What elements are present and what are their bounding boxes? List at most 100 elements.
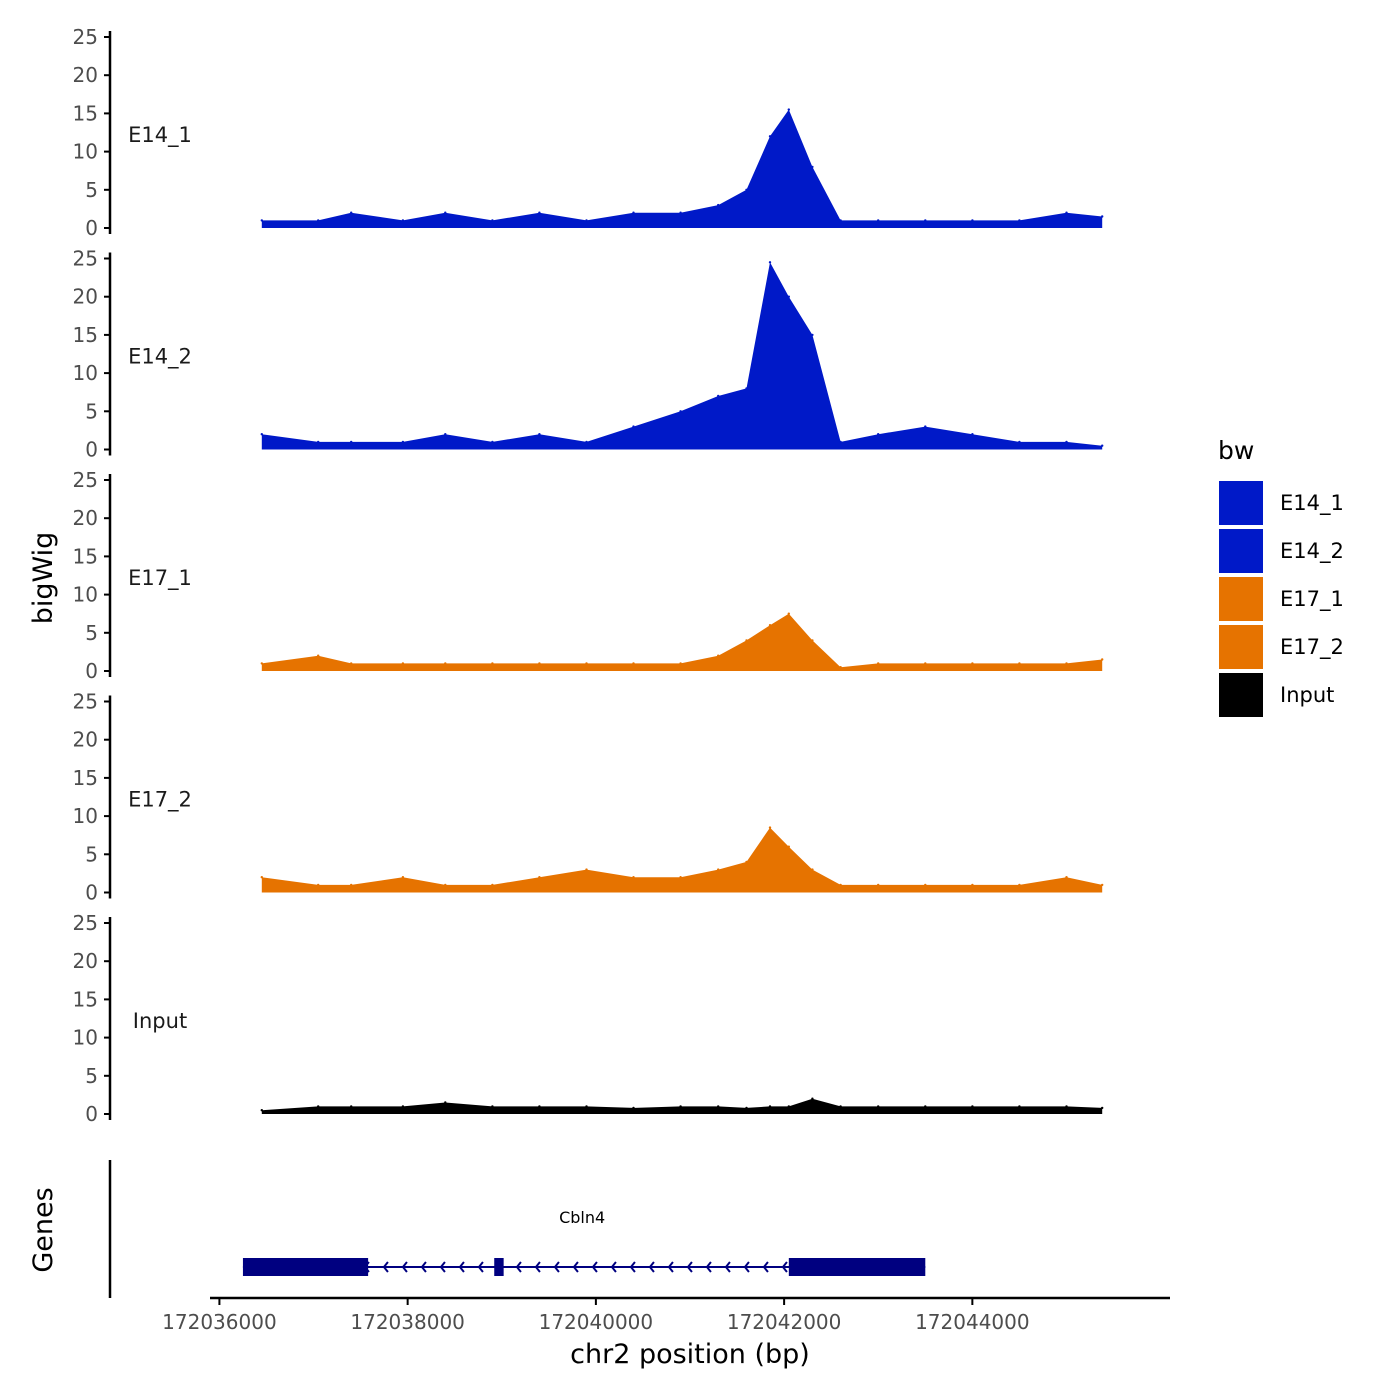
coverage-point <box>811 639 814 642</box>
coverage-point <box>679 410 682 413</box>
legend-swatch <box>1217 527 1265 575</box>
coverage-point <box>317 1105 320 1108</box>
legend-items: E14_1 E14_2 E17_1 E17_2 Input <box>1217 479 1344 719</box>
y-tick-label: 10 <box>73 583 98 607</box>
coverage-point <box>811 1097 814 1100</box>
legend-swatch <box>1217 479 1265 527</box>
coverage-point <box>768 1105 772 1108</box>
y-tick-label: 15 <box>73 544 98 568</box>
coverage-point <box>401 876 405 879</box>
legend-swatch <box>1217 671 1265 719</box>
y-tick-label: 5 <box>85 842 98 866</box>
coverage-point <box>401 219 405 222</box>
y-tick-label: 20 <box>73 285 98 309</box>
track-label: Input <box>133 1009 187 1033</box>
strand-arrow <box>553 1261 560 1273</box>
coverage-point <box>260 662 263 665</box>
coverage-point <box>444 1101 447 1104</box>
y-tick-label: 15 <box>73 323 98 347</box>
legend-title: bw <box>1218 436 1254 465</box>
coverage-point <box>585 440 588 444</box>
coverage-point <box>768 135 772 138</box>
coverage-point <box>444 211 447 214</box>
coverage-point <box>491 1105 494 1108</box>
coverage-point <box>350 1105 353 1108</box>
coverage-point <box>745 387 748 390</box>
coverage-point <box>350 883 353 887</box>
coverage-point <box>317 440 320 444</box>
strand-arrow <box>420 1261 427 1273</box>
coverage-area-e17-2 <box>261 827 1103 893</box>
gene-exon <box>242 1258 369 1276</box>
coverage-point <box>260 1109 263 1112</box>
y-tick-label: 20 <box>73 728 98 752</box>
y-axis-title: bigWig <box>28 532 59 625</box>
coverage-point <box>538 876 541 879</box>
y-tick-label: 0 <box>85 659 98 683</box>
legend-label: E17_2 <box>1280 635 1344 660</box>
y-tick-label: 25 <box>73 911 98 935</box>
coverage-tracks: 0 5 10 15 20 25 E14_1 0 5 10 15 20 25 E14_2 0 5 10 15 20 25… <box>73 25 1104 1126</box>
coverage-point <box>317 219 320 222</box>
genes-axis-title: Genes <box>28 1187 59 1272</box>
y-tick-label: 20 <box>73 949 98 973</box>
track-label: E14_2 <box>128 345 192 370</box>
y-tick-label: 5 <box>85 178 98 202</box>
coverage-point <box>538 211 541 214</box>
gene-cbln4: Cbln4 <box>242 1208 926 1276</box>
track-label: E17_2 <box>128 788 192 813</box>
coverage-point <box>260 876 263 879</box>
coverage-point <box>585 219 588 222</box>
gene-name-label: Cbln4 <box>559 1208 605 1227</box>
coverage-point <box>585 662 588 665</box>
y-tick-label: 15 <box>73 987 98 1011</box>
x-tick-label: 172036000 <box>162 1310 277 1334</box>
gene-exon <box>788 1258 926 1276</box>
coverage-point <box>811 165 814 169</box>
y-tick-label: 10 <box>73 804 98 828</box>
coverage-point <box>444 662 447 665</box>
strand-arrow <box>648 1261 655 1273</box>
coverage-point <box>877 883 880 887</box>
coverage-point <box>491 883 494 887</box>
coverage-point <box>317 654 320 657</box>
coverage-area-e14-2 <box>261 262 1103 450</box>
coverage-point <box>632 1106 635 1110</box>
coverage-point <box>924 425 927 428</box>
x-axis-title: chr2 position (bp) <box>570 1339 810 1370</box>
coverage-point <box>1065 1105 1068 1108</box>
y-tick-label: 0 <box>85 881 98 905</box>
strand-arrow <box>477 1261 484 1273</box>
x-axis-ticks: 172036000 172038000 172040000 172042000 1720… <box>162 1298 1030 1334</box>
coverage-point <box>401 662 405 665</box>
gene-models: Cbln4 <box>242 1208 926 1276</box>
y-tick-label: 25 <box>73 247 98 271</box>
coverage-point <box>787 612 790 615</box>
coverage-point <box>745 1106 748 1110</box>
y-tick-label: 10 <box>73 140 98 164</box>
coverage-point <box>787 295 790 298</box>
strand-arrow <box>458 1261 465 1273</box>
coverage-area-e17-1 <box>261 613 1103 671</box>
coverage-point <box>401 440 405 444</box>
coverage-point <box>350 211 353 214</box>
track-label: E14_1 <box>128 123 192 148</box>
coverage-point <box>877 1105 880 1108</box>
legend-item-e17-2: E17_2 <box>1217 623 1344 671</box>
coverage-point <box>1101 658 1104 661</box>
y-tick-label: 5 <box>85 399 98 423</box>
coverage-point <box>538 662 541 665</box>
coverage-point <box>971 1105 974 1108</box>
coverage-point <box>350 662 353 665</box>
coverage-point <box>787 845 790 848</box>
y-tick-label: 25 <box>73 690 98 714</box>
track-e17-2: 0 5 10 15 20 25 E17_2 <box>73 690 1104 905</box>
coverage-point <box>679 1105 682 1108</box>
track-input: 0 5 10 15 20 25 Input <box>73 911 1104 1126</box>
coverage-point <box>1065 662 1068 665</box>
coverage-point <box>585 1105 588 1108</box>
y-tick-label: 15 <box>73 101 98 125</box>
coverage-point <box>1065 440 1068 444</box>
coverage-point <box>1018 662 1021 665</box>
